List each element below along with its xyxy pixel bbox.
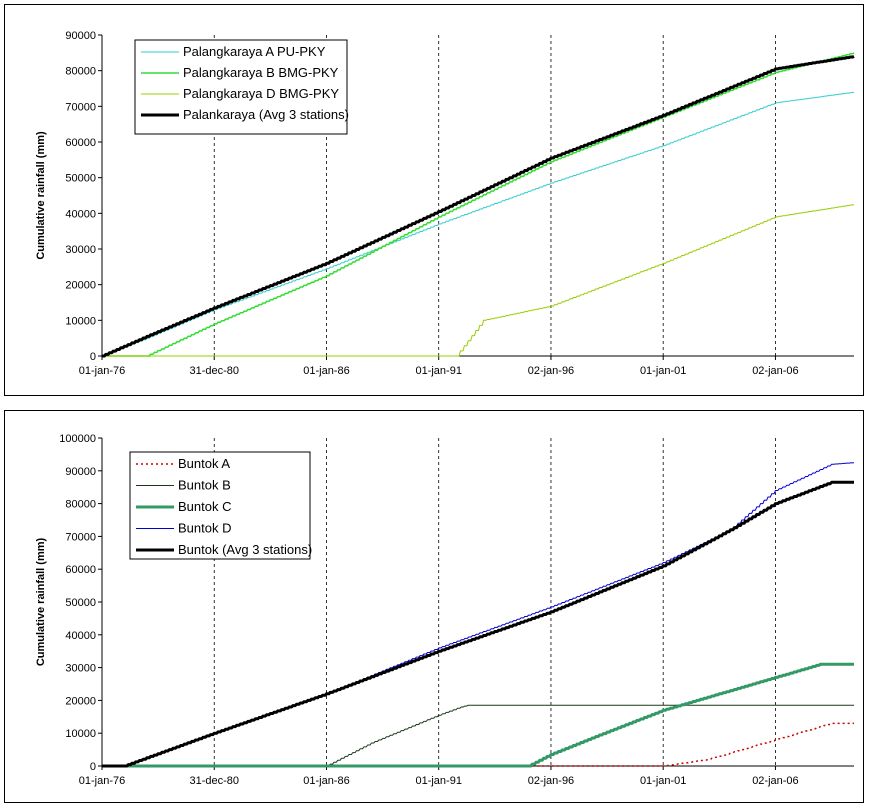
x-tick-label: 02-jan-96 <box>528 365 574 377</box>
series-line-3 <box>102 662 855 768</box>
y-tick-label: 90000 <box>65 466 96 478</box>
y-tick-label: 0 <box>90 351 96 363</box>
y-tick-label: 20000 <box>65 695 96 707</box>
x-tick-label: 31-dec-80 <box>189 365 239 377</box>
series-line-3 <box>102 203 855 357</box>
legend-label: Buntok (Avg 3 stations) <box>178 542 312 557</box>
y-tick-label: 10000 <box>65 728 96 740</box>
y-tick-label: 80000 <box>65 66 96 78</box>
y-tick-label: 70000 <box>65 531 96 543</box>
y-tick-label: 100000 <box>59 433 96 445</box>
y-tick-label: 20000 <box>65 280 96 292</box>
legend: Palangkaraya A PU-PKY Palangkaraya B BMG-… <box>134 39 349 135</box>
x-tick-label: 01-jan-91 <box>415 775 461 787</box>
y-tick-label: 50000 <box>65 597 96 609</box>
series-line-2 <box>102 704 854 767</box>
x-tick-label: 01-jan-76 <box>79 775 125 787</box>
legend-label: Palangkaraya A PU-PKY <box>183 44 326 59</box>
x-tick-label: 01-jan-76 <box>79 365 125 377</box>
y-tick-label: 90000 <box>65 30 96 42</box>
legend-label: Buntok C <box>178 499 231 514</box>
series-line-5 <box>102 480 855 768</box>
y-tick-label: 40000 <box>65 208 96 220</box>
y-axis-label: Cumulative rainfall (mm) <box>35 131 47 260</box>
series-line-1 <box>102 722 854 767</box>
x-tick-label: 01-jan-86 <box>303 775 349 787</box>
legend-label: Palankaraya (Avg 3 stations) <box>183 107 349 122</box>
x-tick-label: 01-jan-01 <box>640 365 686 377</box>
y-tick-label: 0 <box>90 761 96 773</box>
legend-label: Buntok B <box>178 478 231 493</box>
chart-panel-palangkaraya: Cumulative rainfall (mm) 0 10000 20000 30000… <box>4 4 864 396</box>
x-tick-label: 01-jan-91 <box>415 365 461 377</box>
y-tick-label: 30000 <box>65 663 96 675</box>
legend-box <box>134 39 348 135</box>
y-tick-label: 10000 <box>65 315 96 327</box>
y-tick-label: 50000 <box>65 173 96 185</box>
x-tick-label: 01-jan-01 <box>640 775 686 787</box>
y-tick-label: 60000 <box>65 137 96 149</box>
y-tick-label: 40000 <box>65 630 96 642</box>
x-tick-label: 31-dec-80 <box>189 775 239 787</box>
legend-label: Buntok D <box>178 521 231 536</box>
y-tick-label: 60000 <box>65 564 96 576</box>
legend-label: Palangkaraya D BMG-PKY <box>183 86 339 101</box>
y-tick-label: 70000 <box>65 101 96 113</box>
y-tick-label: 30000 <box>65 244 96 256</box>
y-tick-label: 80000 <box>65 499 96 511</box>
series-line-1 <box>102 91 855 357</box>
x-tick-label: 02-jan-96 <box>528 775 574 787</box>
series-line-2 <box>102 52 855 357</box>
chart-panel-buntok: Cumulative rainfall (mm) 0 10000 20000 30000… <box>4 410 864 803</box>
x-tick-label: 02-jan-06 <box>752 365 798 377</box>
chart-buntok: Cumulative rainfall (mm) 0 10000 20000 30000… <box>35 433 855 787</box>
y-axis-label: Cumulative rainfall (mm) <box>35 537 47 666</box>
legend-label: Buntok A <box>178 456 230 471</box>
x-tick-label: 01-jan-86 <box>303 365 349 377</box>
chart-palangkaraya: Cumulative rainfall (mm) 0 10000 20000 30000… <box>35 30 855 377</box>
x-tick-label: 02-jan-06 <box>752 775 798 787</box>
legend: Buntok A Buntok B Buntok C Buntok D Buntok (… <box>129 451 312 560</box>
series-line-4 <box>102 55 855 358</box>
legend-label: Palangkaraya B BMG-PKY <box>183 65 339 80</box>
